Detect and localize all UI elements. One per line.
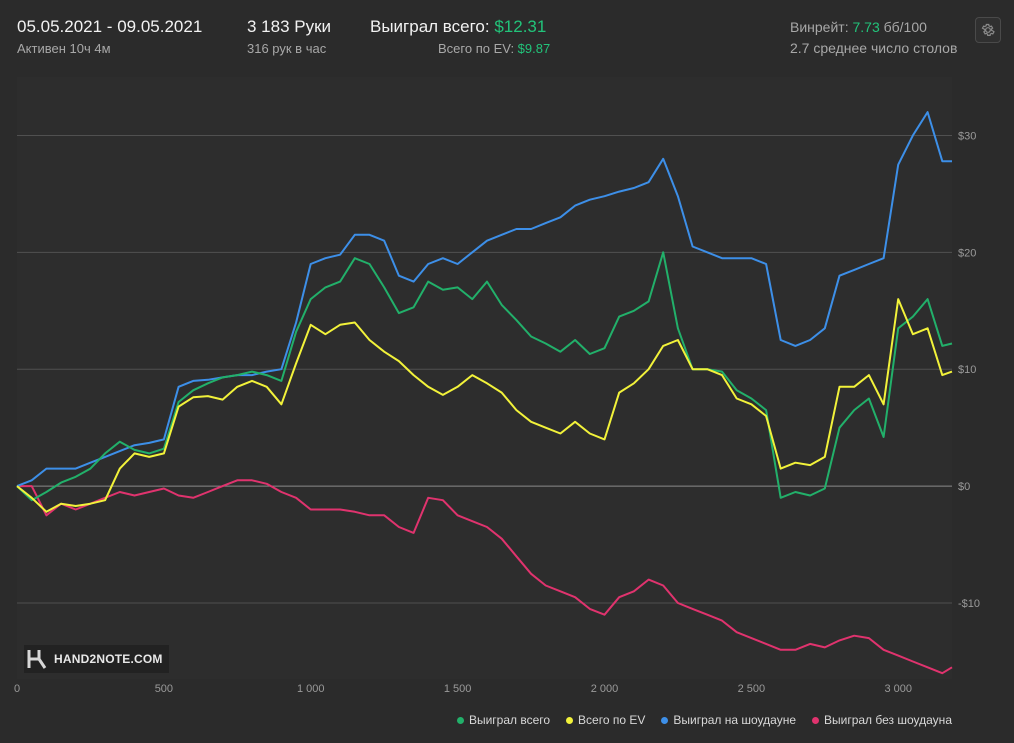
series-line-2 <box>16 111 952 488</box>
legend-dot <box>661 716 669 724</box>
avg-tables: 2.7 среднее число столов <box>790 40 958 56</box>
y-axis-ticks: $30 $20 $10 $0 -$10 <box>958 130 980 610</box>
y-tick-label: $10 <box>958 364 976 376</box>
y-tick-label: $30 <box>958 130 976 142</box>
date-range: 05.05.2021 - 09.05.2021 <box>17 17 203 36</box>
x-tick-label: 3 000 <box>884 683 912 695</box>
watermark-text: HAND2NOTE.COM <box>54 652 163 666</box>
series-line-0 <box>16 251 953 502</box>
total-won-value: $12.31 <box>494 17 547 36</box>
x-tick-label: 500 <box>155 683 173 695</box>
ev-total-label: Всего по EV: <box>438 41 518 56</box>
legend-item-3[interactable]: Выиграл без шоудауна <box>812 713 952 727</box>
gear-icon <box>981 23 995 36</box>
active-time: Активен 10ч 4м <box>17 41 111 56</box>
legend-label: Выиграл всего <box>468 713 551 727</box>
legend-item-1[interactable]: Всего по EV <box>566 713 645 727</box>
legend: Выиграл всего Всего по EV Выиграл на шоуда… <box>456 713 952 727</box>
legend-label: Выиграл на шоудауне <box>673 713 796 727</box>
watermark: HAND2NOTE.COM <box>24 645 169 673</box>
legend-dot <box>812 716 819 724</box>
plot-area <box>17 77 952 679</box>
hands-per-hour: 316 рук в час <box>247 41 327 56</box>
series-lines <box>16 111 953 675</box>
x-axis-ticks: 0 500 1 000 1 500 2 000 2 500 3 000 <box>14 683 912 695</box>
series-line-3 <box>17 479 953 675</box>
settings-button[interactable] <box>975 17 1001 43</box>
grid-lines <box>17 134 952 604</box>
series-line-1 <box>16 298 953 513</box>
winrate-value: 7.73 <box>852 19 880 35</box>
x-tick-label: 1 000 <box>297 683 325 695</box>
legend-label: Всего по EV <box>578 713 646 727</box>
x-tick-label: 2 500 <box>738 683 766 695</box>
winrate: Винрейт: 7.73 бб/100 <box>790 19 927 35</box>
x-tick-label: 2 000 <box>591 683 619 695</box>
winrate-label: Винрейт: <box>790 19 853 35</box>
y-tick-label: -$10 <box>958 598 980 610</box>
ev-total: Всего по EV: $9.87 <box>438 41 550 56</box>
hands-count: 3 183 Руки <box>247 17 332 36</box>
legend-label: Выиграл без шоудауна <box>824 713 952 727</box>
legend-item-2[interactable]: Выиграл на шоудауне <box>661 713 796 727</box>
legend-dot <box>566 716 574 724</box>
total-won: Выиграл всего: $12.31 <box>370 17 546 37</box>
x-tick-label: 1 500 <box>444 683 472 695</box>
y-tick-label: $0 <box>958 481 970 493</box>
total-won-label: Выиграл всего: <box>370 17 495 36</box>
x-tick-label: 0 <box>14 683 20 695</box>
legend-item-0[interactable]: Выиграл всего <box>456 713 551 727</box>
ev-total-value: $9.87 <box>517 41 551 56</box>
hand2note-logo-icon <box>27 650 47 669</box>
legend-dot <box>456 716 464 724</box>
winrate-unit: бб/100 <box>879 19 927 35</box>
y-tick-label: $20 <box>958 247 976 259</box>
